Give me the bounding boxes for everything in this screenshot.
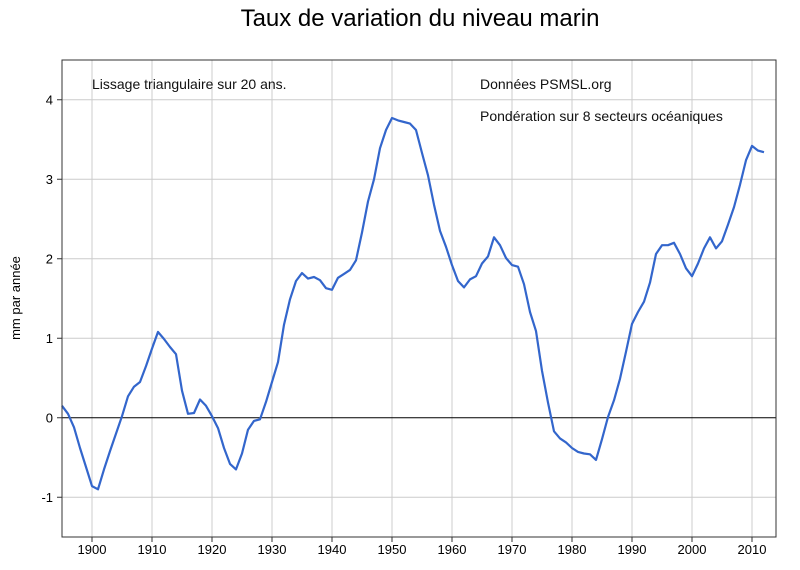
x-tick-label: 1920 xyxy=(198,542,227,557)
x-tick-label: 2000 xyxy=(678,542,707,557)
x-tick-label: 1940 xyxy=(318,542,347,557)
x-tick-label: 1910 xyxy=(138,542,167,557)
series-line xyxy=(61,116,765,491)
annotation-source: Données PSMSL.org xyxy=(480,76,612,92)
y-tick-label: -1 xyxy=(41,490,53,505)
y-tick-label: 2 xyxy=(46,251,53,266)
grid xyxy=(62,60,776,537)
plot-area xyxy=(62,60,776,537)
y-tick-label: 1 xyxy=(46,331,53,346)
y-tick-label: 4 xyxy=(46,92,53,107)
x-tick-label: 1970 xyxy=(498,542,527,557)
x-tick-label: 1930 xyxy=(258,542,287,557)
y-tick-label: 0 xyxy=(46,410,53,425)
x-tick-label: 1900 xyxy=(78,542,107,557)
tick-layer: 1900 1910 1920 1930 1940 1950 1960 1970 1980 1990… xyxy=(41,92,766,557)
series-layer xyxy=(61,116,765,491)
y-tick-label: 3 xyxy=(46,172,53,187)
annotation-weighting: Pondération sur 8 secteurs océaniques xyxy=(480,108,723,124)
plot-border xyxy=(61,59,777,538)
x-tick-label: 1980 xyxy=(558,542,587,557)
chart-title: Taux de variation du niveau marin xyxy=(241,5,600,32)
x-tick-label: 1950 xyxy=(378,542,407,557)
annotation-smoothing: Lissage triangulaire sur 20 ans. xyxy=(92,76,287,92)
x-tick-label: 1960 xyxy=(438,542,467,557)
x-tick-label: 2010 xyxy=(738,542,767,557)
x-tick-label: 1990 xyxy=(618,542,647,557)
y-axis-label: mm par année xyxy=(8,256,23,340)
